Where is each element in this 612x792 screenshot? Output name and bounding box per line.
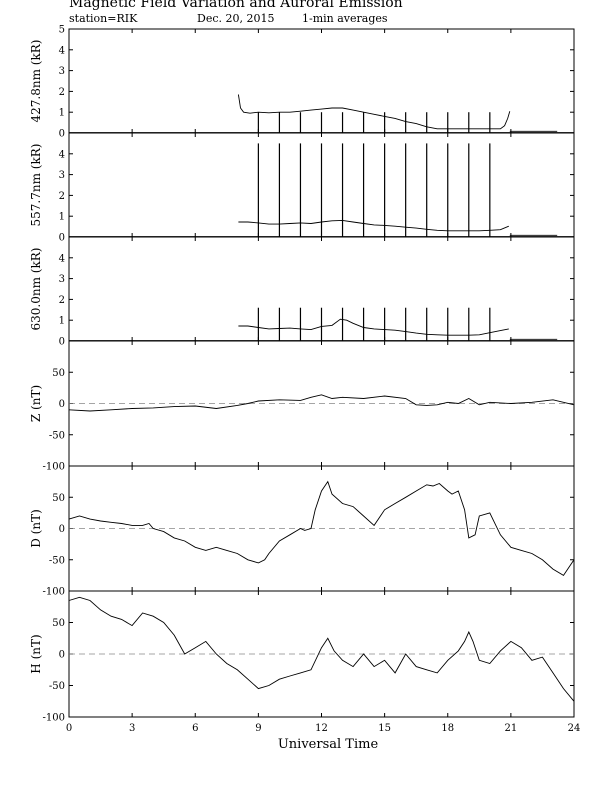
station-label: station=RIK: [69, 12, 138, 25]
ytick-label-mag-z: 0: [59, 399, 65, 410]
xtick-label: 9: [255, 723, 261, 734]
ytick-label-mag-h: -100: [43, 713, 65, 724]
ytick-label-aurora-6300: 2: [59, 295, 65, 306]
ytick-label-aurora-4278: 4: [59, 45, 65, 56]
xtick-label: 0: [66, 723, 72, 734]
ytick-label-mag-h: -50: [49, 681, 65, 692]
y-axis-label-mag-d: D (nT): [29, 509, 43, 548]
y-axis-label-mag-z: Z (nT): [29, 385, 43, 422]
ytick-label-mag-z: -50: [49, 430, 65, 441]
series-line-aurora-5577-0: [238, 219, 509, 232]
ytick-label-mag-d: -50: [49, 555, 65, 566]
ytick-label-mag-h: 0: [59, 650, 65, 661]
series-line-aurora-4278-0: [237, 94, 511, 130]
series-line-mag-h-0: [68, 596, 575, 702]
series-line-aurora-6300-0: [238, 318, 509, 336]
ytick-label-aurora-6300: 3: [59, 274, 65, 285]
xtick-label: 3: [129, 723, 135, 734]
ytick-label-aurora-4278: 2: [59, 87, 65, 98]
y-axis-label-aurora-4278: 427.8nm (kR): [29, 40, 43, 123]
y-axis-label-aurora-5577: 557.7nm (kR): [29, 144, 43, 227]
ytick-label-mag-d: 50: [52, 493, 65, 504]
ytick-label-mag-d: -100: [43, 587, 65, 598]
ytick-label-aurora-4278: 5: [59, 25, 65, 36]
ytick-label-aurora-5577: 3: [59, 170, 65, 181]
ytick-label-aurora-4278: 1: [59, 108, 65, 119]
ytick-label-aurora-4278: 0: [59, 129, 65, 140]
ytick-label-mag-z: -100: [43, 462, 65, 473]
y-axis-label-mag-h: H (nT): [29, 634, 43, 673]
ytick-label-aurora-5577: 2: [59, 191, 65, 202]
xtick-label: 21: [505, 723, 518, 734]
ytick-label-mag-z: 50: [52, 368, 65, 379]
y-axis-label-aurora-6300: 630.0nm (kR): [29, 248, 43, 331]
xtick-label: 12: [315, 723, 328, 734]
ytick-label-aurora-4278: 3: [59, 66, 65, 77]
ytick-label-aurora-5577: 4: [59, 149, 65, 160]
averaging-label: 1-min averages: [302, 12, 388, 25]
series-line-mag-z-0: [68, 394, 575, 412]
ytick-label-aurora-6300: 0: [59, 337, 65, 348]
ytick-label-aurora-6300: 1: [59, 316, 65, 327]
x-axis-label: Universal Time: [278, 737, 379, 752]
xtick-label: 6: [192, 723, 198, 734]
chart-title: Magnetic Field Variation and Auroral Emi…: [69, 0, 403, 11]
ytick-label-aurora-5577: 0: [59, 233, 65, 244]
ytick-label-mag-d: 0: [59, 524, 65, 535]
xtick-label: 18: [441, 723, 454, 734]
ytick-label-aurora-6300: 4: [59, 253, 65, 264]
ytick-label-aurora-5577: 1: [59, 212, 65, 223]
xtick-label: 24: [568, 723, 581, 734]
xtick-label: 15: [378, 723, 391, 734]
ytick-label-mag-h: 50: [52, 618, 65, 629]
series-line-mag-d-0: [68, 480, 575, 577]
date-label: Dec. 20, 2015: [197, 12, 275, 25]
